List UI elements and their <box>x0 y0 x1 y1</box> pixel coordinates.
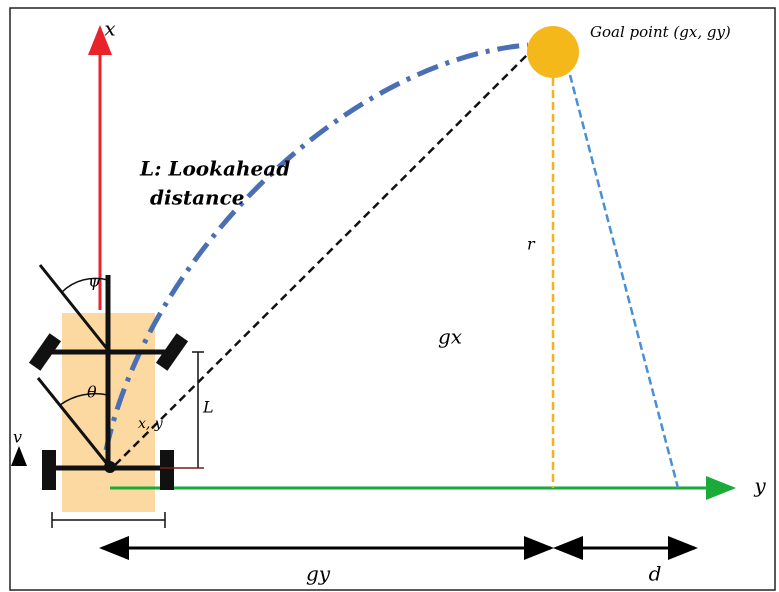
path-arc <box>103 42 529 451</box>
rear-center <box>104 461 116 473</box>
wheel <box>155 333 189 371</box>
lookahead-label: distance <box>150 186 244 210</box>
theta-arc <box>59 392 109 406</box>
wheel <box>42 450 56 490</box>
lookahead-label: L: Lookahead <box>139 157 290 181</box>
heading-line <box>36 377 110 466</box>
wheel <box>28 333 62 371</box>
theta-label: θ <box>87 383 97 402</box>
d-label: d <box>649 562 662 586</box>
psi-label: ψ <box>88 272 101 291</box>
wheelbase-label: L <box>202 398 214 417</box>
y-axis-label: y <box>753 474 766 498</box>
d-line <box>568 74 680 489</box>
frame <box>9 7 776 591</box>
goal-label: Goal point (gx, gy) <box>590 23 731 41</box>
v-label: v <box>13 428 22 447</box>
goal-point <box>527 26 579 78</box>
gx-label: gx <box>438 325 462 349</box>
steer-line <box>38 264 110 351</box>
lookahead-line <box>114 51 531 466</box>
r-label: r <box>527 235 536 254</box>
position-label: x, y <box>138 416 164 432</box>
psi-arc <box>61 277 109 293</box>
x-axis-label: x <box>104 17 115 41</box>
gy-label: gy <box>306 562 331 586</box>
wheel <box>160 450 174 490</box>
